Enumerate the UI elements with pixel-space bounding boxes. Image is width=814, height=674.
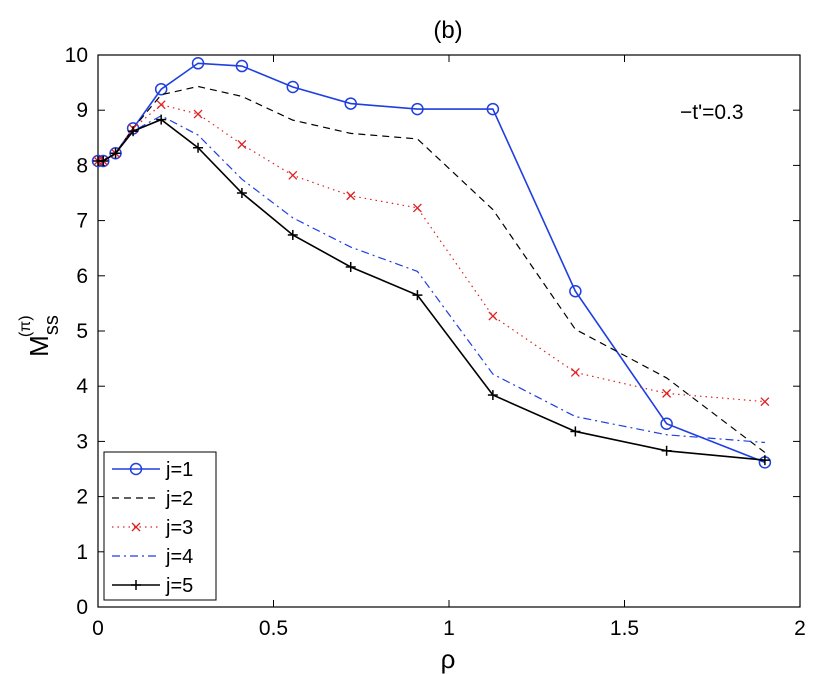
series-5-point [110,148,121,159]
series-3-point [346,191,356,201]
series-5 [93,114,770,466]
series-1-point [411,102,424,116]
legend-label: j=5 [165,575,193,597]
legend-entry: j=4 [112,546,193,568]
legend: j=1 j=2 j=3 j=4 j=5 [103,451,217,601]
y-tick-label: 10 [65,44,88,67]
series-5-point [570,426,581,437]
y-axis-label-subscript: ss [41,315,63,335]
legend-box [103,451,217,601]
legend-entry: j=2 [112,488,193,510]
legend-marker [131,522,141,532]
marker-stroke [760,397,770,407]
series-5-point [156,114,167,125]
series-5-point [193,142,204,153]
series-1-point [191,57,205,70]
marker-stroke [131,522,141,532]
series-3-point [288,170,298,180]
marker-stroke [488,311,498,321]
series-5-point [345,261,356,272]
series-1-point [344,97,357,110]
marker-stroke [193,109,203,119]
series-1-point [569,285,582,298]
series-3-point [156,100,166,110]
y-tick-label: 3 [76,430,88,453]
series-5-point [487,390,498,401]
y-tick-label: 2 [76,486,88,509]
series-5-point [661,445,672,456]
y-axis-label-superscript: (π) [17,315,34,337]
x-tick-label: 0 [92,617,104,640]
series-5-point [128,126,139,137]
axis-ticks: 0 0.5 1 1.5 2 0 1 2 3 4 5 6 7 8 9 10 [65,44,806,640]
legend-marker [129,462,143,476]
marker-stroke [288,170,298,180]
y-axis-label-text: Mss (π) [17,315,63,357]
y-tick-label: 5 [76,320,88,343]
series-3-point [662,388,672,398]
series-3-point [412,203,422,213]
marker-stroke [237,139,247,149]
y-tick-label: 6 [76,265,88,288]
series-1-point [154,82,168,96]
marker-stroke [156,100,166,110]
y-axis-label-base: M [24,335,54,357]
legend-label: j=4 [165,546,193,568]
series-3-point [760,397,770,407]
x-tick-label: 0.5 [259,617,288,640]
series-5-point [412,290,423,301]
legend-entry: j=1 [112,459,193,481]
series-5-point [287,229,298,240]
marker-stroke [662,388,672,398]
legend-entry: j=5 [112,575,193,597]
series-1-point [486,102,500,116]
series-1-point [109,147,122,160]
marker-stroke [412,203,422,213]
y-tick-label: 7 [76,210,88,233]
series-1-point [660,417,673,430]
marker-stroke [570,367,580,377]
x-tick-label: 1.5 [610,617,639,640]
chart-title: (b) [433,17,462,44]
legend-entry: j=3 [112,517,193,539]
y-tick-label: 8 [76,154,88,177]
series-3-point [488,311,498,321]
series-3-point [193,109,203,119]
plot-area: 0 0.5 1 1.5 2 0 1 2 3 4 5 6 7 8 9 10 [65,44,806,640]
y-tick-label: 0 [76,596,88,619]
x-axis-label: ρ [441,644,456,674]
legend-label: j=1 [165,459,193,481]
x-tick-label: 1 [443,617,455,640]
y-tick-label: 9 [76,99,88,122]
series-3-point [237,139,247,149]
legend-marker [131,580,141,590]
marker-stroke [346,191,356,201]
legend-label: j=2 [165,488,193,510]
series-1-point [235,59,249,73]
parameter-annotation: −t'=0.3 [680,101,744,124]
series-5-line [98,118,765,461]
y-axis-label: Mss (π) [17,315,63,357]
series-5-point [759,455,770,466]
legend-label: j=3 [165,517,193,539]
series-3-point [570,367,580,377]
series-5-point [98,155,109,166]
series-layer [91,57,772,469]
y-tick-label: 4 [76,375,88,398]
series-5-point [236,188,247,198]
y-tick-label: 1 [76,541,88,564]
series-1-point [286,80,300,94]
x-tick-label: 2 [794,617,806,640]
